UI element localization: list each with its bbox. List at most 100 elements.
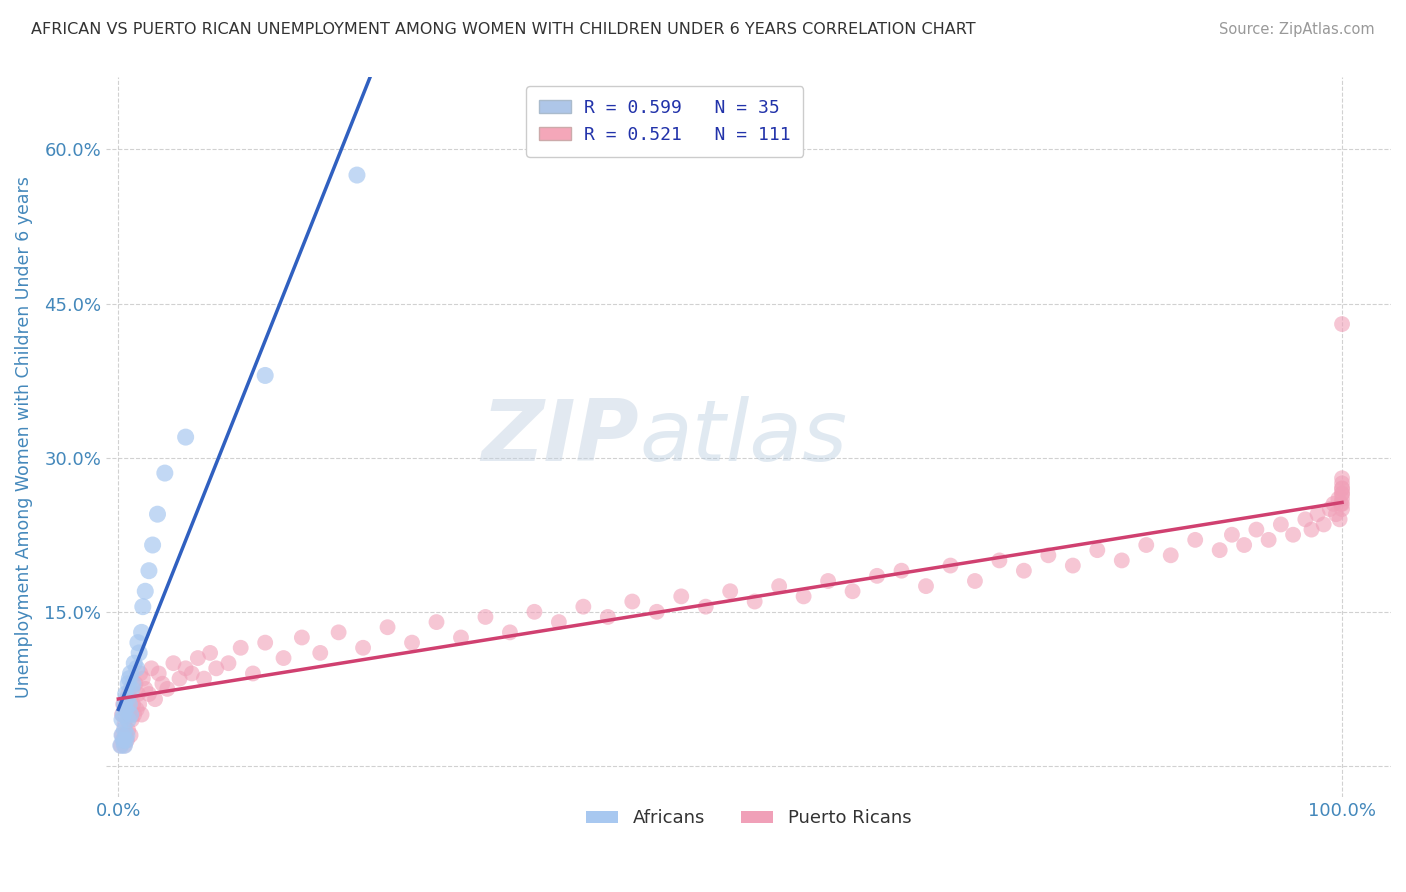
Point: [217, 656, 239, 670]
Point: [117, 677, 139, 691]
Point: [112, 733, 135, 747]
Point: [114, 739, 136, 753]
Point: [1085, 543, 1108, 558]
Point: [114, 723, 136, 737]
Point: [793, 590, 815, 604]
Point: [117, 687, 139, 701]
Point: [112, 707, 135, 722]
Point: [273, 651, 295, 665]
Point: [1322, 497, 1344, 511]
Point: [111, 728, 134, 742]
Point: [866, 569, 889, 583]
Point: [328, 625, 350, 640]
Point: [1294, 512, 1316, 526]
Point: [122, 707, 145, 722]
Point: [547, 615, 569, 629]
Point: [474, 610, 496, 624]
Point: [1306, 507, 1329, 521]
Point: [128, 646, 150, 660]
Point: [138, 687, 160, 701]
Point: [377, 620, 399, 634]
Point: [115, 692, 138, 706]
Point: [744, 594, 766, 608]
Point: [254, 635, 277, 649]
Legend: Africans, Puerto Ricans: Africans, Puerto Ricans: [578, 802, 918, 835]
Point: [114, 728, 136, 742]
Point: [1330, 497, 1353, 511]
Point: [401, 635, 423, 649]
Point: [114, 702, 136, 716]
Point: [1135, 538, 1157, 552]
Point: [1319, 502, 1341, 516]
Point: [122, 677, 145, 691]
Point: [114, 687, 136, 701]
Point: [1331, 486, 1354, 500]
Point: [621, 594, 644, 608]
Point: [153, 466, 176, 480]
Point: [1301, 523, 1323, 537]
Point: [1062, 558, 1084, 573]
Point: [1331, 497, 1354, 511]
Text: AFRICAN VS PUERTO RICAN UNEMPLOYMENT AMONG WOMEN WITH CHILDREN UNDER 6 YEARS COR: AFRICAN VS PUERTO RICAN UNEMPLOYMENT AMO…: [31, 22, 976, 37]
Point: [671, 590, 693, 604]
Point: [1329, 512, 1351, 526]
Point: [596, 610, 619, 624]
Point: [114, 739, 136, 753]
Point: [1324, 507, 1347, 521]
Point: [1331, 486, 1354, 500]
Point: [129, 666, 152, 681]
Point: [111, 707, 134, 722]
Point: [146, 507, 169, 521]
Point: [291, 631, 314, 645]
Point: [115, 692, 138, 706]
Point: [117, 713, 139, 727]
Point: [125, 661, 148, 675]
Point: [1257, 533, 1279, 547]
Point: [695, 599, 717, 614]
Point: [309, 646, 332, 660]
Point: [963, 574, 986, 588]
Point: [768, 579, 790, 593]
Point: [1282, 527, 1305, 541]
Point: [118, 672, 141, 686]
Point: [143, 692, 166, 706]
Point: [114, 718, 136, 732]
Point: [180, 666, 202, 681]
Point: [1184, 533, 1206, 547]
Point: [150, 677, 173, 691]
Point: [1331, 471, 1354, 485]
Point: [131, 707, 153, 722]
Point: [198, 646, 221, 660]
Point: [242, 666, 264, 681]
Point: [1160, 549, 1182, 563]
Y-axis label: Unemployment Among Women with Children Under 6 years: Unemployment Among Women with Children U…: [15, 177, 32, 698]
Point: [120, 707, 142, 722]
Point: [1331, 317, 1354, 331]
Point: [1331, 482, 1354, 496]
Point: [118, 698, 141, 712]
Point: [939, 558, 962, 573]
Point: [115, 733, 138, 747]
Point: [121, 681, 143, 696]
Point: [523, 605, 546, 619]
Point: [122, 656, 145, 670]
Point: [131, 625, 153, 640]
Point: [193, 672, 215, 686]
Point: [1331, 491, 1354, 506]
Point: [124, 677, 146, 691]
Point: [112, 698, 135, 712]
Point: [1246, 523, 1268, 537]
Point: [1038, 549, 1060, 563]
Point: [718, 584, 741, 599]
Point: [254, 368, 277, 383]
Point: [114, 702, 136, 716]
Point: [125, 702, 148, 716]
Point: [127, 635, 149, 649]
Point: [138, 564, 160, 578]
Point: [1312, 517, 1334, 532]
Point: [1331, 482, 1354, 496]
Point: [425, 615, 447, 629]
Point: [110, 739, 132, 753]
Point: [148, 666, 170, 681]
Point: [120, 666, 142, 681]
